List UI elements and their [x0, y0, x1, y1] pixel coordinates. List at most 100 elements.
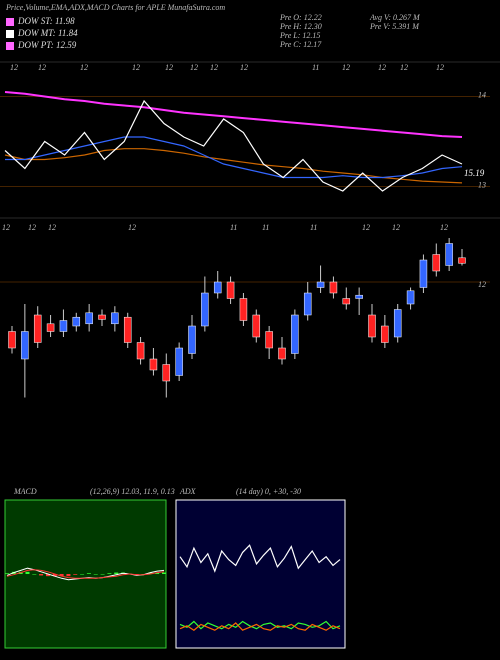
date-label: 12 — [38, 63, 46, 72]
candle-body — [355, 294, 363, 299]
histogram-bar — [25, 571, 30, 574]
candle-body — [393, 309, 402, 338]
histogram-bar — [66, 574, 71, 577]
date-label: 12 — [165, 63, 173, 72]
info-text: Pre C: 12.17 — [279, 40, 322, 49]
candle-body — [149, 358, 158, 371]
date-label: 12 — [48, 223, 56, 232]
date-label: 12 — [132, 63, 140, 72]
legend-swatch — [6, 42, 14, 50]
histogram-bar — [100, 574, 105, 575]
candle-body — [368, 314, 376, 338]
last-label: 15.19 — [464, 168, 485, 178]
date-label: 12 — [80, 63, 88, 72]
date-label: 12 — [2, 223, 10, 232]
date-label: 11 — [310, 223, 317, 232]
candle-body — [458, 257, 466, 264]
panel-title: ADX — [179, 487, 197, 496]
line — [179, 544, 341, 573]
candle-body — [252, 314, 261, 338]
candle-body — [342, 298, 351, 305]
candle-body — [21, 331, 29, 360]
histogram-bar — [52, 574, 57, 577]
histogram-bar — [162, 572, 166, 574]
candle-body — [59, 320, 68, 332]
histogram-bar — [86, 573, 91, 574]
info-text: Pre V: 5.391 M — [369, 22, 420, 31]
line — [179, 622, 341, 631]
legend-swatch — [6, 30, 14, 38]
date-label: 12 — [362, 223, 370, 232]
date-label: 12 — [28, 223, 36, 232]
date-label: 11 — [312, 63, 319, 72]
info-text: Pre H: 12.30 — [279, 22, 322, 31]
candle-body — [239, 298, 248, 321]
line — [5, 136, 463, 179]
candle-body — [445, 243, 453, 266]
adx-panel — [175, 499, 346, 649]
candle-body — [46, 323, 55, 332]
histogram-bar — [59, 574, 64, 577]
line — [4, 99, 463, 192]
candle-body — [175, 347, 183, 376]
info-text: Pre O: 12.22 — [279, 13, 322, 22]
histogram-bar — [73, 574, 78, 575]
date-label: 11 — [230, 223, 237, 232]
date-label: 12 — [400, 63, 408, 72]
date-label: 12 — [378, 63, 386, 72]
candle-body — [316, 281, 325, 288]
line — [4, 91, 463, 138]
macd-panel — [4, 499, 167, 649]
candle-body — [136, 342, 145, 360]
candle-body — [381, 325, 389, 343]
line — [6, 569, 165, 579]
date-label: 12 — [190, 63, 198, 72]
panel-title: MACD — [13, 487, 37, 496]
candle-body — [72, 316, 81, 327]
histogram-bar — [32, 574, 37, 575]
info-text: Avg V: 0.267 M — [369, 13, 421, 22]
candle-body — [85, 312, 93, 325]
panel-params: (12,26,9) 12.03, 11.9, 0.13 — [90, 487, 175, 496]
date-label: 12 — [436, 63, 444, 72]
date-label: 12 — [10, 63, 18, 72]
date-label: 12 — [342, 63, 350, 72]
histogram-bar — [155, 572, 160, 574]
candle-body — [432, 254, 441, 272]
legend-label: DOW ST: 11.98 — [17, 16, 75, 26]
candle-body — [406, 290, 415, 305]
candle-body — [265, 331, 273, 349]
candle-body — [33, 314, 42, 343]
candle-body — [98, 314, 106, 320]
page-title: Price,Volume,EMA,ADX,MACD Charts for APL… — [5, 3, 225, 12]
legend-label: DOW PT: 12.59 — [17, 40, 77, 50]
candle-body — [303, 292, 312, 316]
candle-body — [419, 259, 428, 288]
candle-body — [213, 281, 222, 294]
candle-body — [123, 316, 132, 343]
histogram-bar — [114, 572, 119, 574]
candle-body — [278, 347, 286, 360]
candle-body — [162, 364, 171, 382]
legend-label: DOW MT: 11.84 — [17, 28, 78, 38]
histogram-bar — [107, 573, 112, 574]
y-tick-label: 13 — [478, 180, 486, 189]
info-text: Pre L: 12.15 — [279, 31, 320, 40]
date-label: 12 — [210, 63, 218, 72]
candle-body — [291, 314, 299, 354]
histogram-bar — [39, 574, 44, 576]
date-label: 12 — [128, 223, 136, 232]
candle-body — [201, 292, 209, 327]
date-label: 12 — [392, 223, 400, 232]
date-label: 12 — [440, 223, 448, 232]
candle-body — [8, 331, 16, 349]
candle-body — [329, 281, 338, 294]
histogram-bar — [93, 574, 98, 575]
histogram-bar — [5, 573, 9, 574]
histogram-bar — [80, 574, 85, 575]
date-label: 11 — [262, 223, 269, 232]
date-label: 12 — [240, 63, 248, 72]
panel-params: (14 day) 0, +30, -30 — [236, 487, 301, 496]
y-tick-label: 14 — [478, 90, 486, 99]
